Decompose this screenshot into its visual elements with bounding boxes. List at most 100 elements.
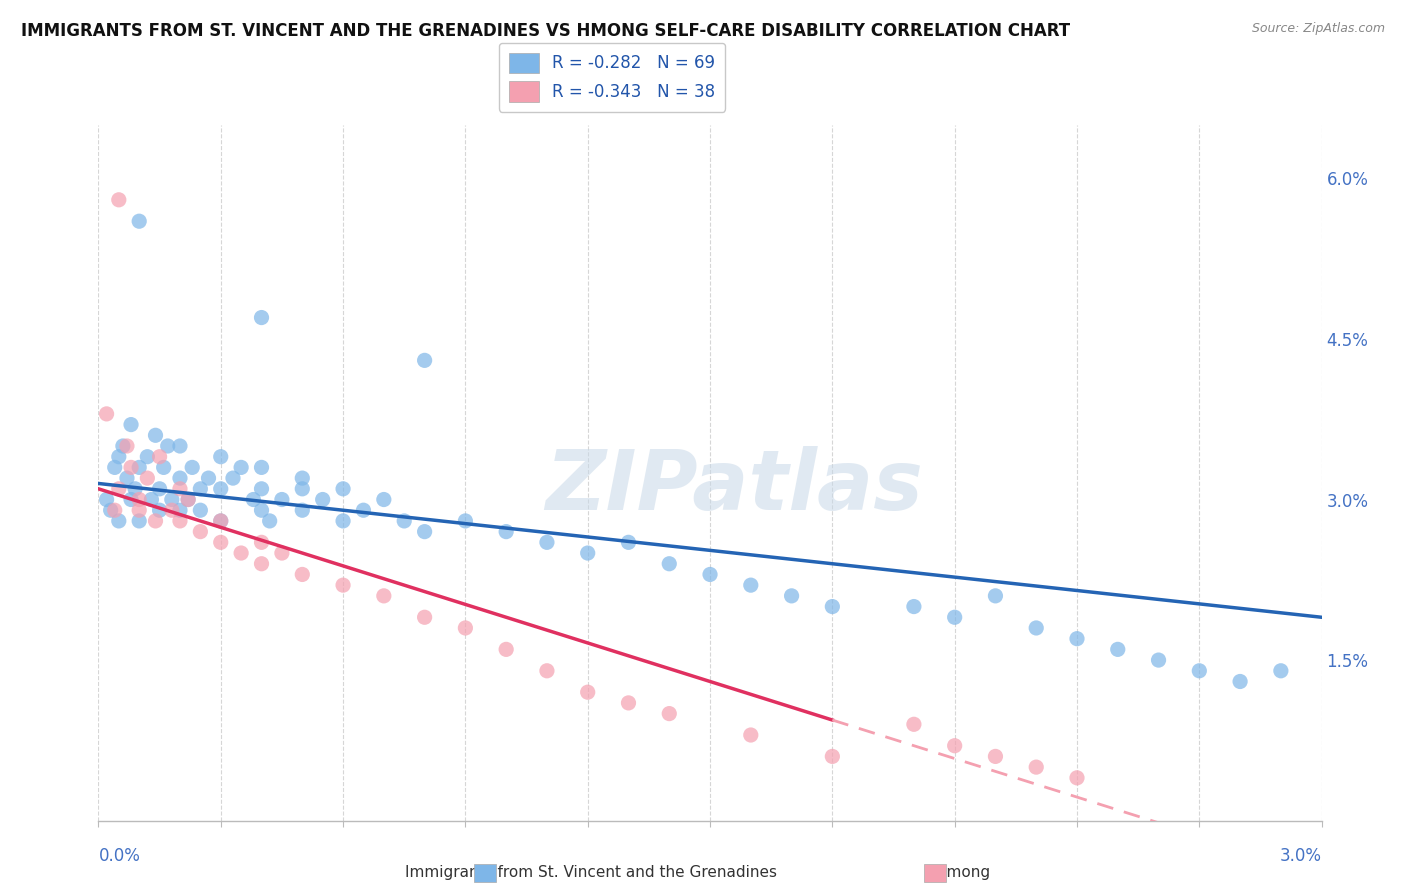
Point: [145, 514, 167, 528]
Point: [149, 482, 172, 496]
Point: [120, 492, 142, 507]
Point: [413, 610, 436, 624]
Point: [250, 503, 273, 517]
Point: [373, 492, 395, 507]
Point: [96, 407, 118, 421]
Point: [270, 492, 292, 507]
Point: [291, 567, 314, 582]
Point: [128, 492, 150, 507]
Point: [242, 492, 264, 507]
Point: [903, 717, 925, 731]
Point: [145, 428, 167, 442]
Point: [231, 546, 253, 560]
Point: [1270, 664, 1292, 678]
Point: [136, 450, 159, 464]
Point: [658, 706, 681, 721]
Point: [128, 514, 150, 528]
Point: [177, 492, 200, 507]
Point: [658, 557, 681, 571]
Point: [291, 503, 314, 517]
Text: 0.0%: 0.0%: [98, 847, 141, 865]
Point: [124, 482, 146, 496]
Point: [1025, 621, 1047, 635]
Point: [209, 514, 232, 528]
Text: IMMIGRANTS FROM ST. VINCENT AND THE GRENADINES VS HMONG SELF-CARE DISABILITY COR: IMMIGRANTS FROM ST. VINCENT AND THE GREN…: [21, 22, 1070, 40]
Legend: R = -0.282   N = 69, R = -0.343   N = 38: R = -0.282 N = 69, R = -0.343 N = 38: [499, 43, 725, 112]
Point: [100, 503, 122, 517]
Point: [188, 482, 212, 496]
Point: [181, 460, 204, 475]
Point: [352, 503, 374, 517]
Point: [250, 557, 273, 571]
Point: [250, 460, 273, 475]
Point: [1147, 653, 1170, 667]
Point: [332, 482, 354, 496]
Point: [740, 728, 762, 742]
Point: [576, 546, 599, 560]
Point: [250, 310, 273, 325]
Point: [576, 685, 599, 699]
Point: [291, 471, 314, 485]
Point: [821, 599, 844, 614]
Point: [177, 492, 200, 507]
Point: [108, 514, 131, 528]
Point: [984, 589, 1007, 603]
Point: [373, 589, 395, 603]
Text: Source: ZipAtlas.com: Source: ZipAtlas.com: [1251, 22, 1385, 36]
Point: [160, 492, 183, 507]
Point: [108, 193, 131, 207]
Point: [188, 503, 212, 517]
Point: [291, 482, 314, 496]
Point: [536, 664, 558, 678]
Point: [169, 482, 191, 496]
Point: [209, 450, 232, 464]
Point: [495, 642, 517, 657]
Point: [169, 439, 191, 453]
Point: [188, 524, 212, 539]
Point: [943, 610, 966, 624]
Point: [104, 503, 127, 517]
Point: [197, 471, 219, 485]
Point: [903, 599, 925, 614]
Point: [1025, 760, 1047, 774]
Point: [136, 471, 159, 485]
Point: [115, 439, 138, 453]
Point: [259, 514, 281, 528]
Point: [156, 439, 179, 453]
Point: [495, 524, 517, 539]
Point: [1107, 642, 1129, 657]
Point: [1229, 674, 1251, 689]
Point: [392, 514, 416, 528]
Point: [984, 749, 1007, 764]
Point: [454, 621, 477, 635]
Point: [128, 503, 150, 517]
Point: [209, 514, 232, 528]
Point: [1188, 664, 1211, 678]
Point: [332, 514, 354, 528]
Point: [120, 417, 142, 432]
Point: [413, 353, 436, 368]
Text: ZIPatlas: ZIPatlas: [546, 446, 924, 527]
Point: [141, 492, 163, 507]
Point: [128, 214, 150, 228]
Point: [943, 739, 966, 753]
Point: [270, 546, 292, 560]
Point: [699, 567, 721, 582]
Point: [454, 514, 477, 528]
Point: [120, 460, 142, 475]
Point: [149, 503, 172, 517]
Point: [108, 450, 131, 464]
Point: [332, 578, 354, 592]
Point: [222, 471, 245, 485]
Point: [311, 492, 335, 507]
Point: [169, 514, 191, 528]
Point: [149, 450, 172, 464]
Point: [617, 696, 640, 710]
Point: [108, 482, 131, 496]
Text: 3.0%: 3.0%: [1279, 847, 1322, 865]
Point: [115, 471, 138, 485]
Point: [152, 460, 174, 475]
Point: [209, 482, 232, 496]
Text: Hmong: Hmong: [935, 865, 991, 880]
Point: [250, 535, 273, 549]
